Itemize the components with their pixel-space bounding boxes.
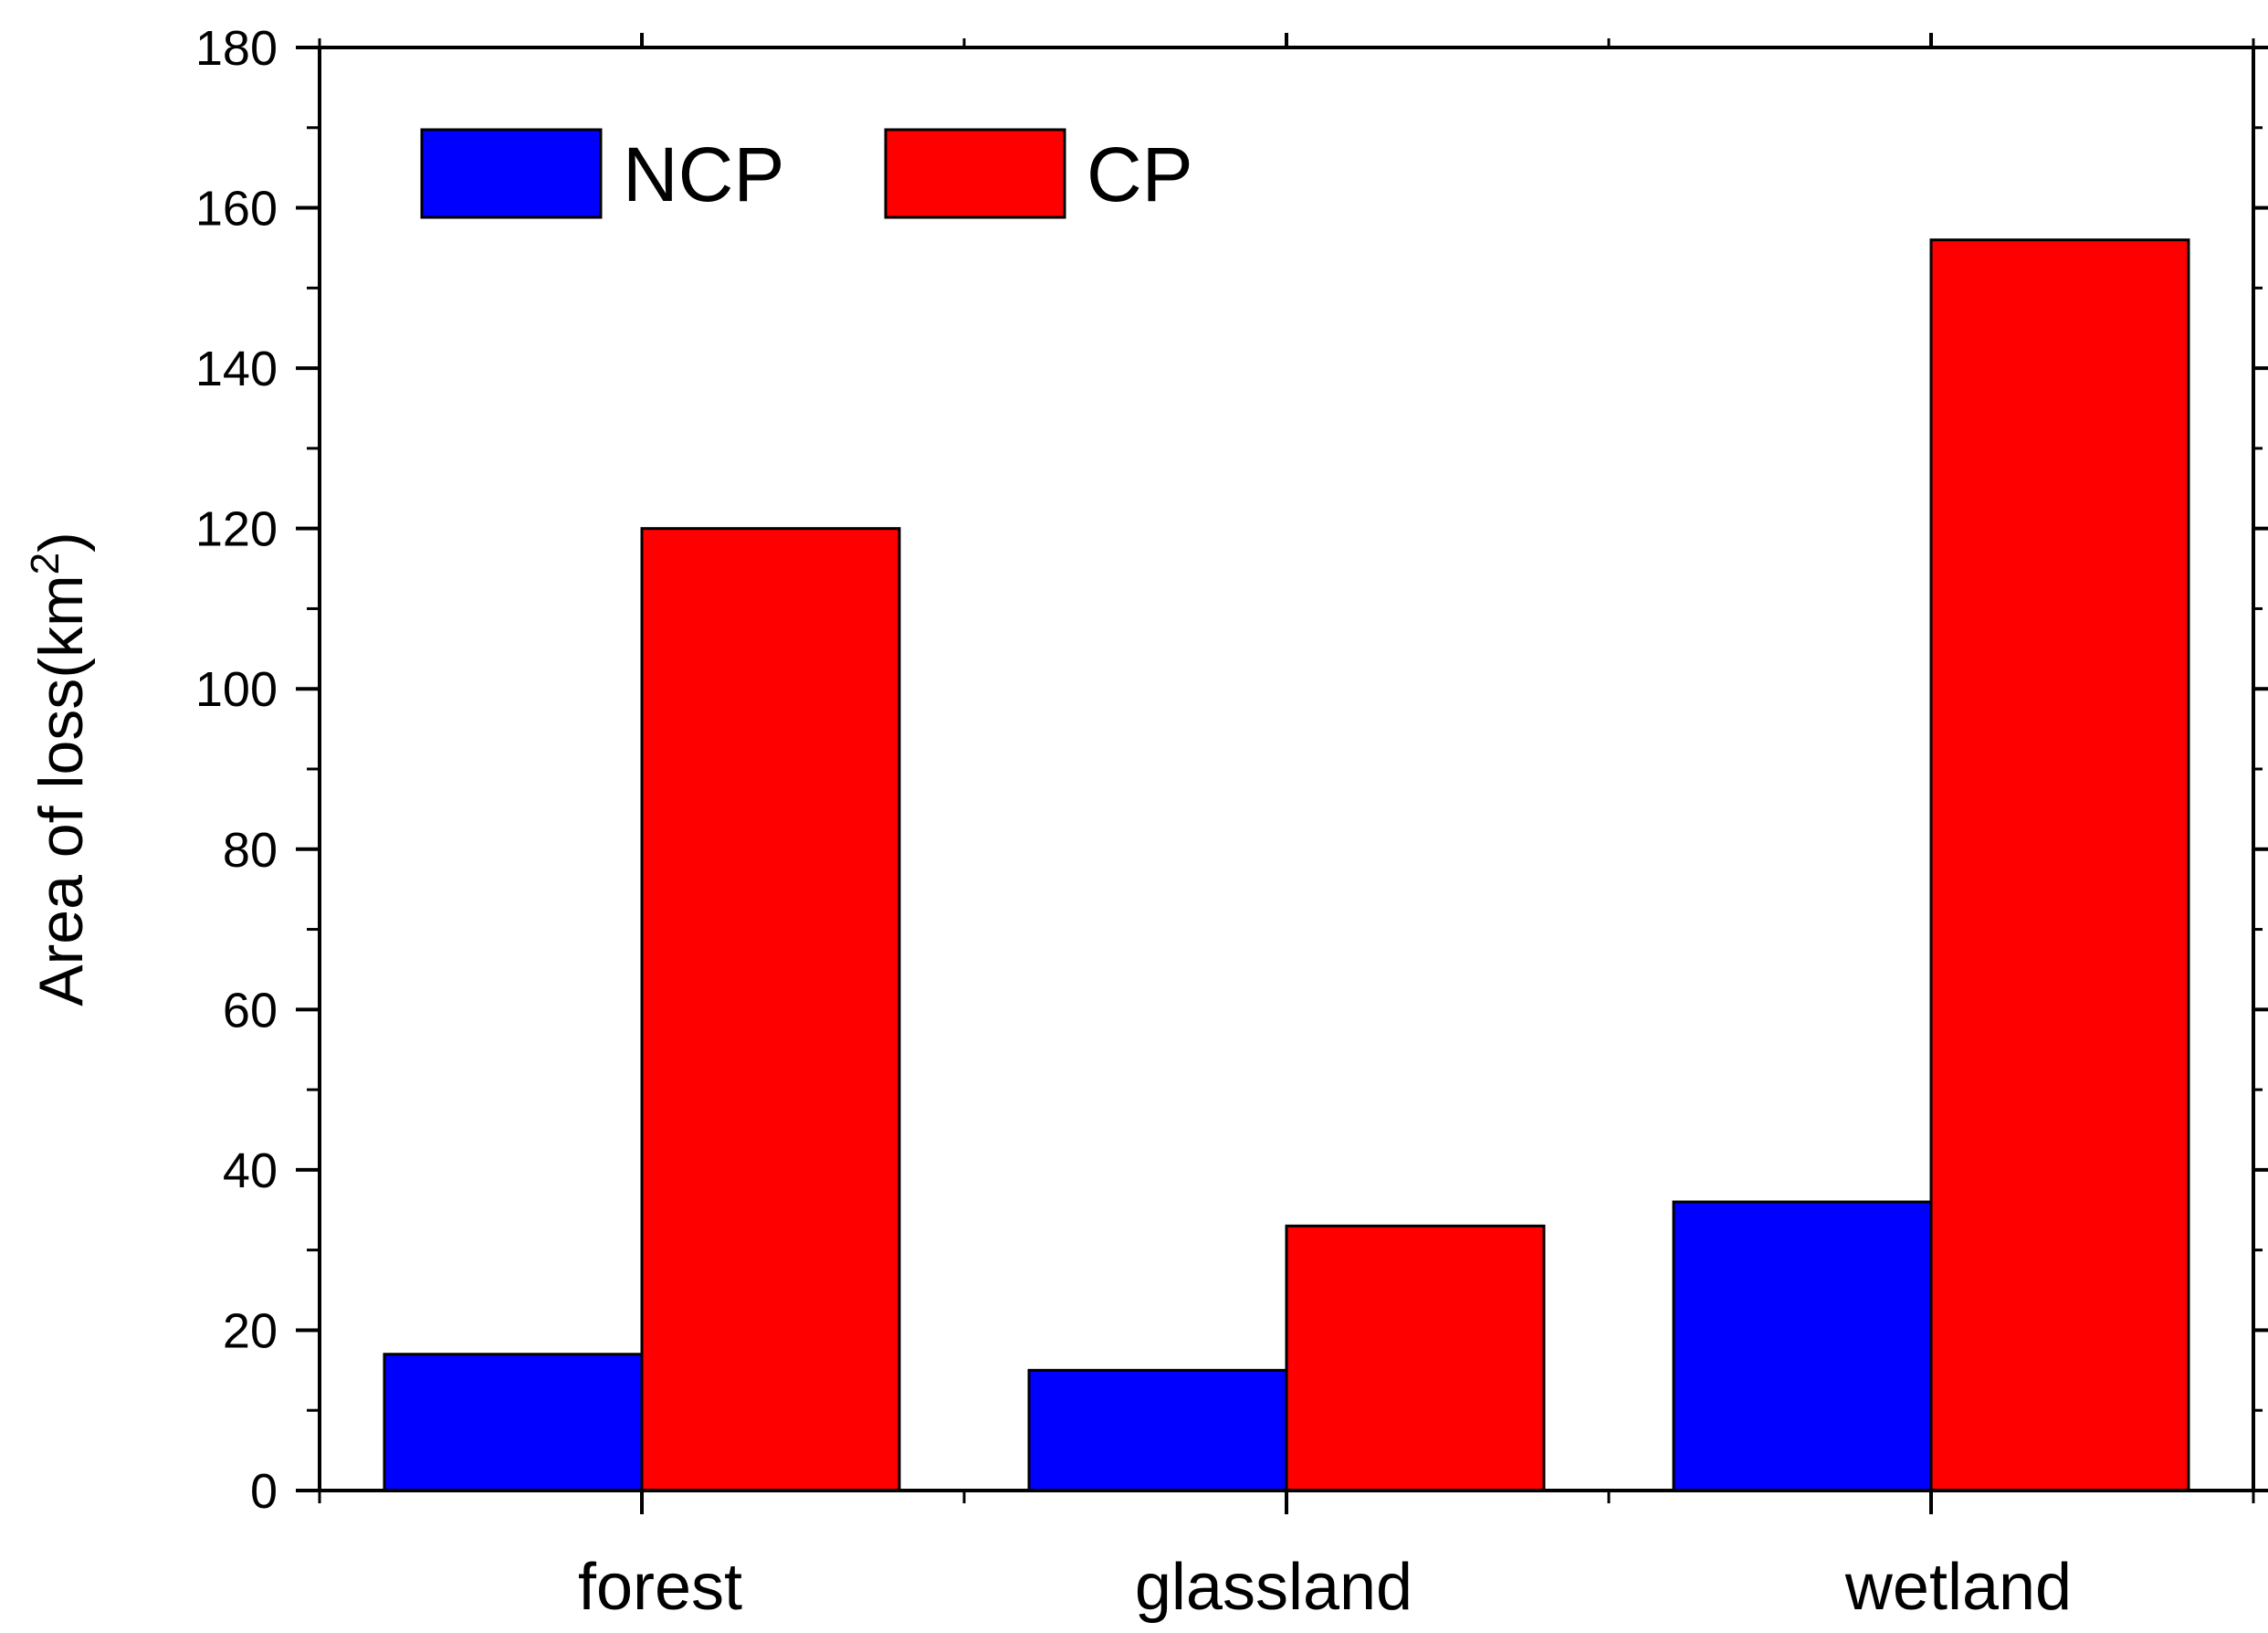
y-tick-label: 40 (223, 1143, 278, 1198)
y-axis-title-superscript: 2 (23, 553, 68, 574)
y-tick-labels: 0 20 40 60 80 100 120 140 160 180 (195, 21, 278, 1519)
x-category-labels: forest glassland wetland (578, 1551, 2072, 1624)
x-category-label: forest (578, 1551, 742, 1624)
y-tick-label: 0 (250, 1464, 278, 1519)
y-tick-label: 160 (195, 182, 278, 237)
y-tick-label: 120 (195, 502, 278, 557)
bar-ncp-forest (383, 1353, 644, 1492)
y-tick-label: 140 (195, 342, 278, 396)
y-tick-label: 180 (195, 21, 278, 76)
legend-swatch-ncp (420, 128, 603, 219)
legend-label-ncp: NCP (623, 132, 784, 217)
legend-label-cp: CP (1087, 132, 1193, 217)
y-axis-title: Area of loss(km2) (23, 532, 96, 1006)
ticks-layer (296, 33, 2268, 1514)
legend-swatch-cp (884, 128, 1066, 219)
bar-cp-wetland (1929, 238, 2190, 1492)
x-category-label: glassland (1135, 1551, 1412, 1624)
y-axis-title-main: Area of loss(km (26, 574, 96, 1006)
bar-ncp-glassland (1027, 1368, 1288, 1492)
bar-cp-forest (640, 527, 901, 1492)
y-axis-title-close: ) (26, 532, 96, 553)
bar-ncp-wetland (1672, 1200, 1933, 1492)
y-tick-label: 20 (223, 1303, 278, 1358)
y-tick-label: 80 (223, 823, 278, 878)
bars-layer (383, 238, 2190, 1492)
bar-cp-glassland (1285, 1224, 1546, 1492)
x-category-label: wetland (1844, 1551, 2072, 1624)
y-tick-label: 60 (223, 983, 278, 1038)
y-tick-label: 100 (195, 662, 278, 717)
legend: NCP CP (420, 128, 1193, 219)
